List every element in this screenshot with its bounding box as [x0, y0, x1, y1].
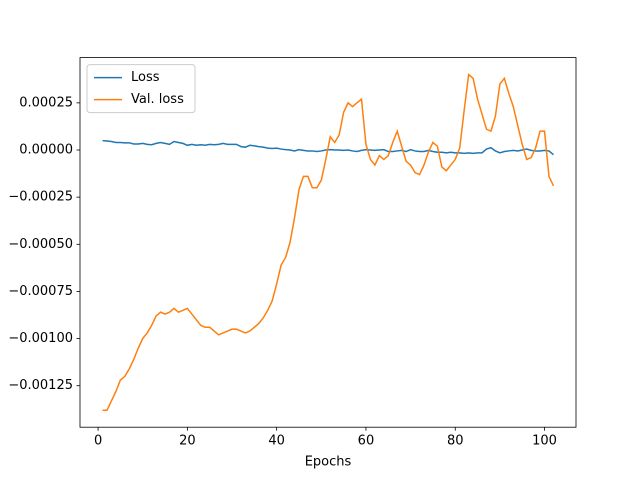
y-tick-label: −0.00050	[8, 237, 73, 252]
x-tick-label: 0	[94, 434, 102, 449]
x-axis-label: Epochs	[305, 455, 352, 470]
y-tick-label: 0.00025	[19, 95, 73, 110]
x-tick-label: 100	[532, 434, 557, 449]
legend-label: Val. loss	[131, 92, 184, 107]
x-tick-label: 60	[358, 434, 375, 449]
y-tick-label: −0.00075	[8, 284, 73, 299]
y-tick-label: −0.00100	[8, 331, 73, 346]
x-tick-label: 20	[179, 434, 196, 449]
axes-frame	[79, 57, 577, 428]
x-tick-label: 40	[268, 434, 285, 449]
series-line	[102, 73, 555, 411]
legend-box	[86, 64, 196, 114]
y-tick-label: −0.00125	[8, 378, 73, 393]
y-tick-label: 0.00000	[19, 143, 73, 158]
legend-label: Loss	[131, 70, 160, 85]
y-tick-label: −0.00025	[8, 190, 73, 205]
x-tick-label: 80	[447, 434, 464, 449]
